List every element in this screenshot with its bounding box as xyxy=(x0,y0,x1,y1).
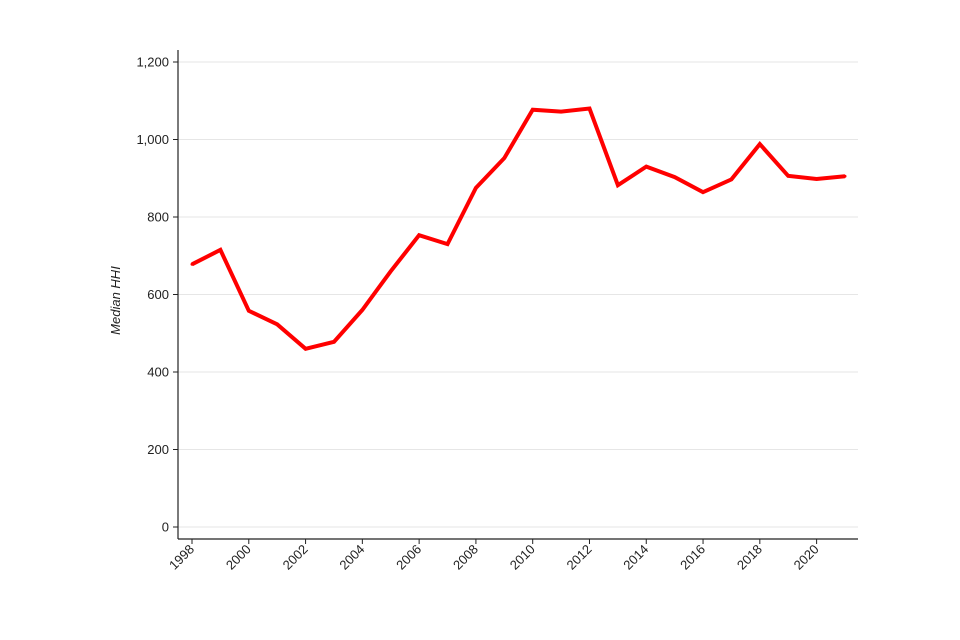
data-point xyxy=(616,183,620,187)
data-point xyxy=(247,309,251,313)
data-point xyxy=(531,108,535,112)
data-point xyxy=(446,242,449,246)
x-tick-label: 2018 xyxy=(734,542,765,573)
x-tick-label: 2000 xyxy=(223,542,254,573)
x-tick-label: 2012 xyxy=(564,542,595,573)
y-tick-label: 1,000 xyxy=(136,132,169,147)
series-line xyxy=(191,106,846,351)
data-point xyxy=(559,110,563,114)
data-point xyxy=(701,190,705,194)
x-tick-label: 1998 xyxy=(166,542,197,573)
y-tick-label: 200 xyxy=(147,442,169,457)
x-tick-label: 2016 xyxy=(677,542,708,573)
y-tick-label: 800 xyxy=(147,210,169,225)
x-tick-label: 2014 xyxy=(620,542,651,573)
data-point xyxy=(389,269,393,273)
data-point xyxy=(815,177,819,181)
data-point xyxy=(332,340,336,344)
y-tick-label: 400 xyxy=(147,365,169,380)
data-point xyxy=(729,177,733,181)
data-point xyxy=(190,262,194,266)
data-point xyxy=(786,174,790,178)
data-point xyxy=(502,156,506,160)
data-point xyxy=(360,308,364,312)
data-point xyxy=(588,107,591,110)
grid-lines xyxy=(178,61,858,528)
x-tick-label: 2010 xyxy=(507,542,538,573)
y-tick-label: 600 xyxy=(147,287,169,302)
x-tick-label: 2006 xyxy=(393,542,424,573)
data-point xyxy=(218,248,222,252)
y-tick-label: 0 xyxy=(162,520,169,535)
x-tick-label: 2020 xyxy=(791,542,822,573)
data-point xyxy=(417,233,421,237)
x-tick-label: 2008 xyxy=(450,542,481,573)
x-axis-ticks: 1998 2000 2002 2004 2006 2008 2010 2012 2014 2016… xyxy=(166,539,822,573)
data-point xyxy=(758,142,762,146)
x-tick-label: 2002 xyxy=(280,542,311,573)
y-axis-title: Median HHI xyxy=(108,266,123,335)
data-point xyxy=(304,347,308,351)
x-tick-label: 2004 xyxy=(336,542,367,573)
data-point xyxy=(474,186,478,190)
data-point xyxy=(673,175,677,179)
data-point xyxy=(843,174,847,178)
series-layer xyxy=(190,106,847,351)
data-point xyxy=(275,322,279,326)
y-tick-label: 1,200 xyxy=(136,55,169,70)
data-point xyxy=(644,165,648,169)
y-axis-ticks: 0 200 400 600 800 1,000 1,200 xyxy=(136,55,178,535)
